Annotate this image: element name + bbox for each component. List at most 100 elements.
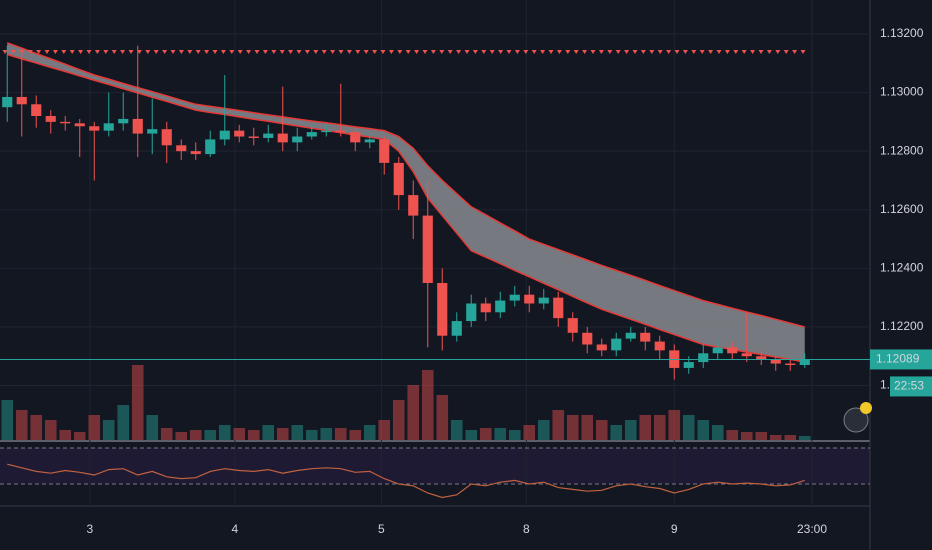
signal-marker bbox=[430, 50, 436, 54]
volume-bar bbox=[784, 435, 797, 440]
signal-marker bbox=[590, 50, 596, 54]
candle-body bbox=[727, 347, 738, 354]
signal-marker bbox=[481, 50, 487, 54]
signal-marker bbox=[607, 50, 613, 54]
signal-marker bbox=[775, 50, 781, 54]
candle-body bbox=[118, 118, 129, 124]
volume-bar bbox=[247, 430, 260, 440]
volume-bar bbox=[798, 436, 811, 440]
signal-marker bbox=[699, 50, 705, 54]
signal-marker bbox=[489, 50, 495, 54]
volume-bar bbox=[117, 405, 130, 440]
countdown-label: 22:53 bbox=[894, 379, 924, 393]
candle-body bbox=[350, 132, 361, 143]
y-tick-label: 1.13000 bbox=[880, 85, 924, 99]
volume-bar bbox=[523, 425, 536, 440]
signal-marker bbox=[346, 50, 352, 54]
candle-body bbox=[466, 303, 477, 322]
candle-body bbox=[524, 294, 535, 304]
volume-bar bbox=[552, 410, 565, 440]
signal-marker bbox=[615, 50, 621, 54]
signal-marker bbox=[78, 50, 84, 54]
volume-bar bbox=[276, 428, 289, 440]
signal-marker bbox=[447, 50, 453, 54]
volume-bar bbox=[668, 410, 681, 440]
volume-bar bbox=[755, 432, 768, 440]
signal-marker bbox=[640, 50, 646, 54]
candle-body bbox=[16, 96, 27, 105]
rsi-line bbox=[7, 463, 805, 499]
volume-pane bbox=[1, 365, 811, 440]
signal-marker bbox=[271, 50, 277, 54]
candle-body bbox=[379, 139, 390, 163]
volume-bar bbox=[233, 428, 246, 440]
signal-marker bbox=[540, 50, 546, 54]
signal-marker bbox=[598, 50, 604, 54]
signal-marker bbox=[422, 50, 428, 54]
alert-badge[interactable] bbox=[843, 402, 872, 433]
volume-bar bbox=[726, 430, 739, 440]
candle-body bbox=[437, 282, 448, 336]
candle-body bbox=[625, 332, 636, 339]
candle-body bbox=[248, 136, 259, 138]
volume-bar bbox=[653, 415, 666, 440]
signal-marker bbox=[69, 50, 75, 54]
band-line bbox=[6, 42, 805, 328]
volume-bar bbox=[363, 425, 376, 440]
candle-body bbox=[712, 347, 723, 354]
signals bbox=[2, 50, 806, 54]
candle-body bbox=[219, 130, 230, 140]
volume-bar bbox=[102, 420, 115, 440]
badge-icon[interactable] bbox=[843, 407, 869, 433]
signal-marker bbox=[682, 50, 688, 54]
candle-body bbox=[234, 130, 245, 137]
candle-body bbox=[408, 195, 419, 216]
y-tick-label: 1.12200 bbox=[880, 319, 924, 333]
volume-bar bbox=[624, 420, 637, 440]
signal-marker bbox=[128, 50, 134, 54]
signal-marker bbox=[262, 50, 268, 54]
candle-body bbox=[509, 294, 520, 301]
signal-marker bbox=[86, 50, 92, 54]
signal-marker bbox=[363, 50, 369, 54]
band-line bbox=[7, 53, 805, 363]
countdown-box bbox=[890, 376, 932, 397]
candle-body bbox=[132, 118, 143, 134]
x-tick-label: 8 bbox=[523, 522, 530, 536]
signal-marker bbox=[439, 50, 445, 54]
candle-body bbox=[553, 297, 564, 319]
signal-marker bbox=[750, 50, 756, 54]
signal-marker bbox=[145, 50, 151, 54]
candle-body bbox=[89, 126, 100, 131]
volume-bar bbox=[291, 425, 304, 440]
signal-marker bbox=[212, 50, 218, 54]
candle-body bbox=[335, 130, 346, 133]
signal-marker bbox=[624, 50, 630, 54]
candle-body bbox=[263, 133, 274, 138]
signal-marker bbox=[498, 50, 504, 54]
x-tick-label: 5 bbox=[378, 522, 385, 536]
candle-body bbox=[567, 318, 578, 333]
signal-marker bbox=[397, 50, 403, 54]
signal-marker bbox=[288, 50, 294, 54]
volume-bar bbox=[494, 428, 507, 440]
signal-marker bbox=[708, 50, 714, 54]
signal-marker bbox=[52, 50, 58, 54]
volume-bar bbox=[581, 415, 594, 440]
volume-bar bbox=[537, 420, 550, 440]
signal-marker bbox=[330, 50, 336, 54]
candle-body bbox=[596, 344, 607, 351]
signal-marker bbox=[733, 50, 739, 54]
volume-bar bbox=[595, 420, 608, 440]
signal-marker bbox=[2, 50, 8, 54]
candle-body bbox=[45, 116, 56, 122]
signal-marker bbox=[766, 50, 772, 54]
signal-marker bbox=[758, 50, 764, 54]
band bbox=[6, 42, 805, 363]
volume-bar bbox=[639, 415, 652, 440]
rsi-pane bbox=[0, 447, 870, 499]
x-tick-label: 3 bbox=[87, 522, 94, 536]
candle-body bbox=[321, 130, 332, 133]
signal-marker bbox=[229, 50, 235, 54]
volume-bar bbox=[189, 430, 202, 440]
